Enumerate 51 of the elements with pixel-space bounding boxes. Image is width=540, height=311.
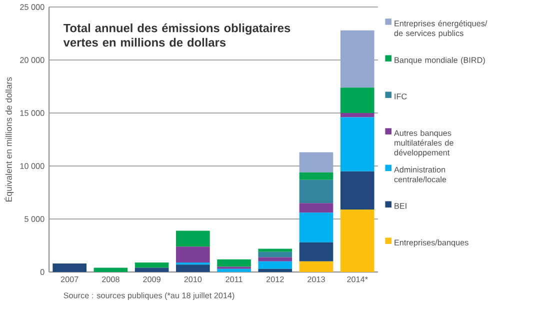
x-tick-label: 2014*	[347, 276, 368, 282]
bar	[94, 268, 128, 272]
y-tick-label: 20 000	[20, 57, 44, 63]
bar	[299, 180, 334, 204]
bar	[176, 264, 210, 272]
legend-label: IFC	[394, 93, 407, 100]
x-tick-label: 2008	[102, 276, 120, 282]
bar	[299, 203, 334, 213]
y-tick-label: 10 000	[20, 163, 44, 169]
bar	[340, 171, 374, 210]
legend-label: Autres banques multilatérales de développement	[394, 130, 454, 157]
bar	[340, 30, 374, 88]
bar	[258, 248, 292, 252]
bar	[299, 212, 334, 242]
bar	[176, 230, 210, 246]
bar	[299, 152, 334, 172]
bar	[340, 209, 374, 272]
x-tick-label: 2010	[184, 276, 202, 282]
bar	[340, 112, 374, 118]
bar	[258, 252, 292, 258]
bar	[258, 257, 292, 262]
y-tick-label: 5 000	[24, 216, 44, 222]
bar	[176, 246, 210, 262]
bar	[134, 262, 169, 268]
bar	[299, 242, 334, 262]
x-tick-label: 2011	[226, 276, 242, 282]
y-tick-label: 25 000	[20, 4, 44, 10]
x-tick-label: 2013	[308, 276, 325, 282]
bar	[299, 261, 334, 272]
bar	[258, 261, 292, 269]
y-axis-title: Équivalent en millions de dollars	[4, 77, 14, 202]
legend-label: Administration centrale/locale	[394, 166, 446, 182]
bar	[299, 172, 334, 180]
y-tick-label: 15 000	[20, 110, 44, 116]
bar	[217, 268, 251, 272]
legend-label: Entreprises énergétiques/ de services publics	[394, 20, 488, 38]
bar	[134, 268, 169, 272]
x-tick-label: 2012	[266, 276, 284, 282]
text: Total annuel des émissions obligataires vertes en millions de dollars	[63, 23, 290, 47]
bar	[340, 87, 374, 113]
bar	[340, 117, 374, 172]
x-tick-label: 2009	[143, 276, 160, 282]
x-tick-label: 2007	[60, 276, 78, 282]
legend-label: Entreprises/banques	[394, 239, 468, 247]
bar	[217, 259, 251, 267]
y-tick-label: 0	[40, 269, 44, 275]
source-note: Source : sources publiques (*au 18 juillet 2014)	[64, 292, 234, 300]
bar	[258, 268, 292, 272]
legend-label: Banque mondiale (BIRD)	[394, 56, 485, 64]
bar	[52, 263, 87, 272]
legend-label: BEI	[394, 203, 406, 209]
